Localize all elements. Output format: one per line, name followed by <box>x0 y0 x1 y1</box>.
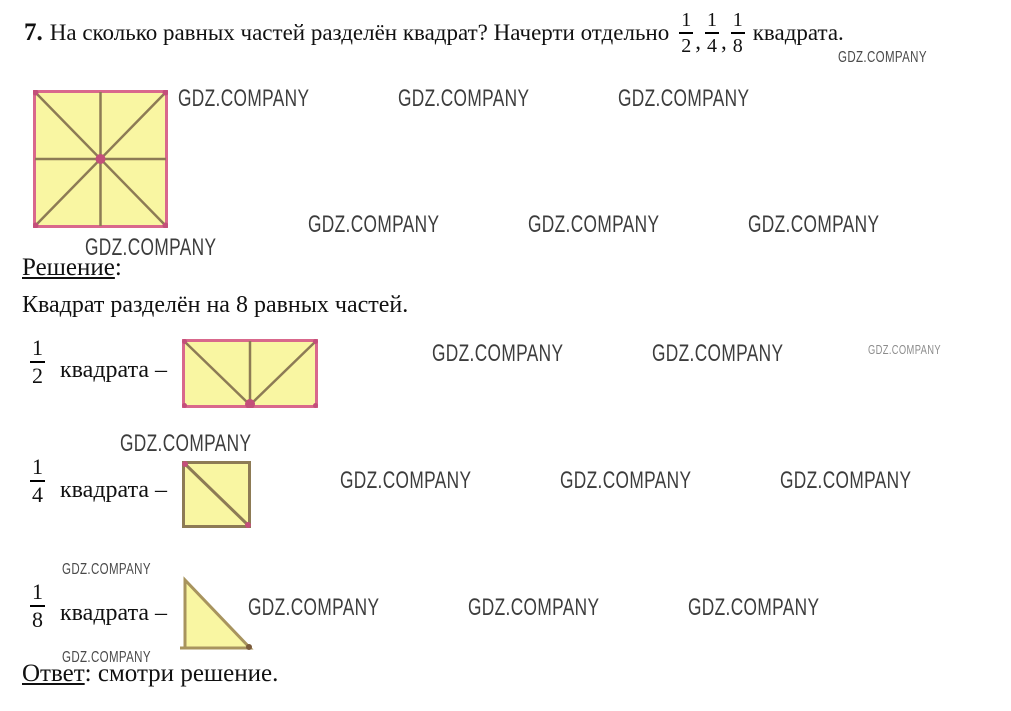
solution-heading: Решение: <box>22 254 122 282</box>
row-fraction-one-eighth: 1 8 <box>30 581 45 631</box>
eighth-triangle-figure <box>180 576 254 650</box>
problem-number: 7. <box>24 19 43 46</box>
problem-title: 7. На сколько равных частей разделён ква… <box>24 10 844 56</box>
fraction-numerator: 1 <box>32 335 43 360</box>
watermark: GDZ.COMPANY <box>560 467 692 494</box>
problem-text: На сколько равных частей разделён квадра… <box>49 20 670 45</box>
watermark: GDZ.COMPANY <box>85 234 217 261</box>
fraction-one-half: 1 2 <box>679 9 694 57</box>
watermark: GDZ.COMPANY <box>838 49 927 66</box>
watermark: GDZ.COMPANY <box>178 85 310 112</box>
solution-statement: Квадрат разделён на 8 равных частей. <box>22 292 409 318</box>
solution-heading-colon: : <box>114 254 122 281</box>
solution-heading-word: Решение <box>22 254 115 281</box>
fraction-numerator: 1 <box>32 579 43 604</box>
watermark: GDZ.COMPANY <box>398 85 530 112</box>
answer-heading: Ответ <box>22 660 85 687</box>
fraction-numerator: 1 <box>732 9 743 31</box>
fraction-denominator: 8 <box>732 35 743 57</box>
watermark: GDZ.COMPANY <box>248 594 380 621</box>
watermark: GDZ.COMPANY <box>62 649 151 666</box>
watermark: GDZ.COMPANY <box>748 211 880 238</box>
row-fraction-one-quarter: 1 4 <box>30 456 45 506</box>
row-label: квадрата – <box>60 600 168 626</box>
watermark: GDZ.COMPANY <box>340 467 472 494</box>
fraction-denominator: 4 <box>32 482 43 507</box>
fraction-bar <box>30 605 45 607</box>
watermark: GDZ.COMPANY <box>652 340 784 367</box>
watermark: GDZ.COMPANY <box>618 85 750 112</box>
fraction-one-quarter: 1 4 <box>705 10 719 56</box>
fraction-denominator: 4 <box>707 35 717 57</box>
fraction-bar <box>30 480 45 482</box>
watermark: GDZ.COMPANY <box>308 211 440 238</box>
answer-line: Ответ: смотри решение. <box>22 660 278 688</box>
watermark: GDZ.COMPANY <box>468 594 600 621</box>
fraction-denominator: 8 <box>32 607 43 632</box>
fraction-denominator: 2 <box>681 35 692 57</box>
fraction-numerator: 1 <box>681 9 692 31</box>
answer-text: : смотри решение. <box>84 660 279 687</box>
watermark: GDZ.COMPANY <box>528 211 660 238</box>
fraction-bar <box>705 32 719 34</box>
fraction-denominator: 2 <box>32 363 43 388</box>
fraction-numerator: 1 <box>707 9 717 31</box>
fraction-bar <box>679 32 694 34</box>
watermark: GDZ.COMPANY <box>868 342 941 357</box>
half-rectangle-figure <box>182 339 318 408</box>
watermark: GDZ.COMPANY <box>432 340 564 367</box>
row-fraction-one-half: 1 2 <box>30 337 45 387</box>
fraction-bar <box>730 32 745 34</box>
separator: , <box>695 29 701 54</box>
fraction-one-eighth: 1 8 <box>730 9 745 57</box>
problem-tail: квадрата. <box>752 20 844 45</box>
row-label: квадрата – <box>60 477 168 503</box>
fraction-numerator: 1 <box>32 454 43 479</box>
row-label: квадрата – <box>60 357 168 383</box>
watermark: GDZ.COMPANY <box>120 430 252 457</box>
quarter-square-figure <box>182 461 251 528</box>
main-square-figure <box>33 90 168 228</box>
fraction-bar <box>30 361 45 363</box>
watermark: GDZ.COMPANY <box>780 467 912 494</box>
watermark: GDZ.COMPANY <box>62 561 151 578</box>
watermark: GDZ.COMPANY <box>688 594 820 621</box>
separator: , <box>721 29 727 54</box>
